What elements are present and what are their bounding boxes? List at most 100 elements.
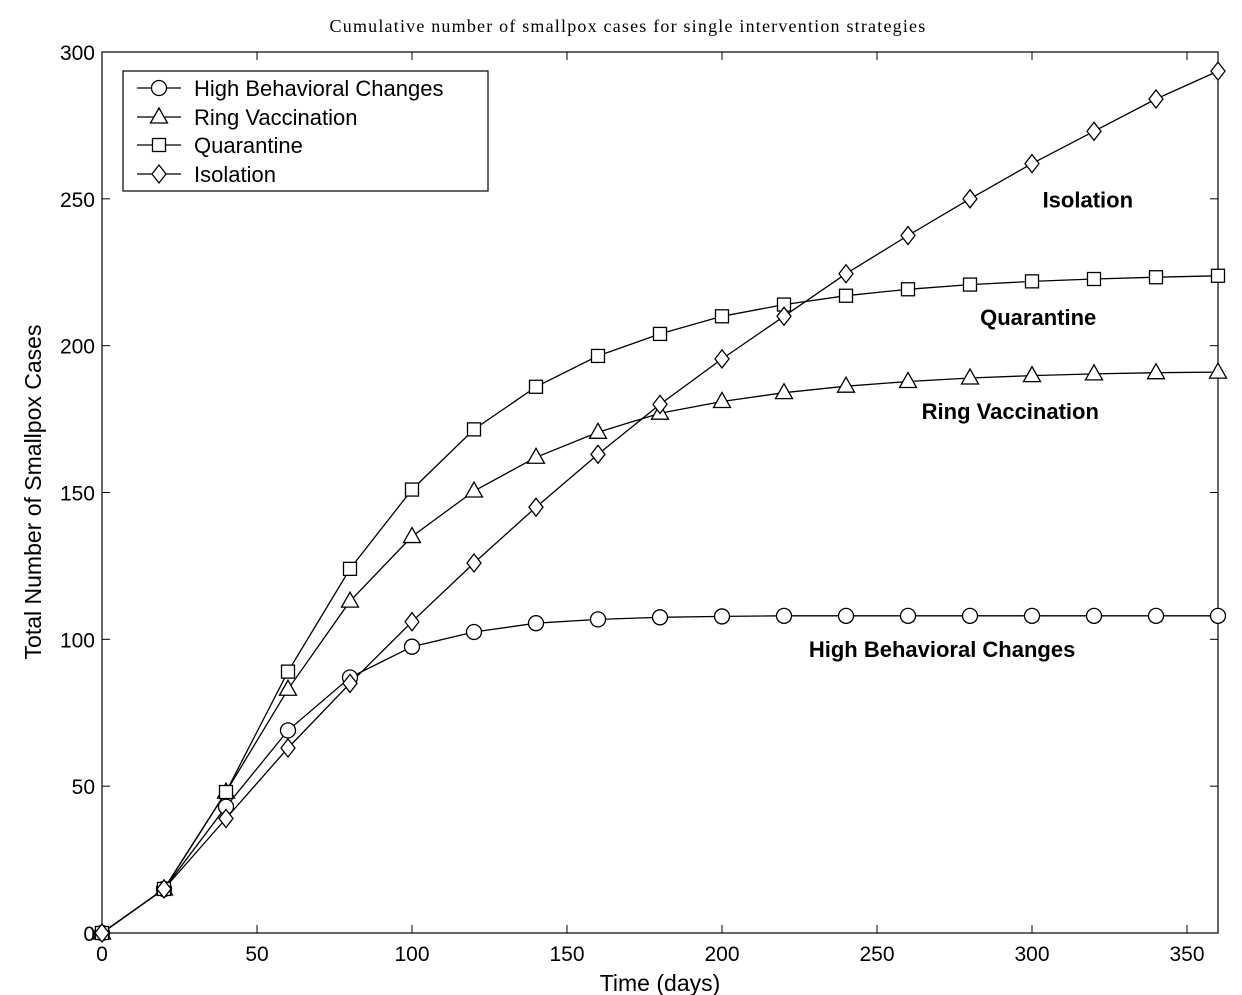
- series-markers-square: [94, 268, 1226, 941]
- x-tick-label: 350: [1169, 943, 1204, 966]
- data-point-triangle: [712, 391, 732, 409]
- data-point-circle: [1209, 607, 1227, 624]
- data-point-diamond: [962, 188, 978, 209]
- legend: High Behavioral Changes Ring Vaccination Q…: [122, 70, 489, 192]
- data-point-square: [466, 422, 482, 437]
- legend-box: [122, 70, 489, 192]
- legend-label: Isolation: [194, 162, 276, 187]
- data-point-triangle: [1022, 365, 1042, 383]
- data-point-square: [1086, 271, 1102, 287]
- data-point-square: [1024, 274, 1040, 289]
- legend-entries: High Behavioral Changes Ring Vaccination Q…: [137, 76, 444, 187]
- data-point-square: [404, 482, 420, 497]
- x-tick-label: 150: [549, 943, 584, 966]
- data-point-circle: [713, 608, 731, 625]
- x-tick-label: 200: [704, 943, 739, 966]
- data-point-circle: [1023, 607, 1041, 624]
- data-point-triangle: [526, 446, 546, 464]
- data-point-diamond: [280, 737, 296, 759]
- annotations: Isolation Quarantine Ring Vaccination High …: [809, 188, 1133, 662]
- data-point-square: [714, 309, 730, 324]
- chart-title: Cumulative number of smallpox cases for …: [330, 16, 927, 36]
- data-point-diamond: [1148, 88, 1164, 110]
- y-tick-label: 50: [72, 776, 95, 799]
- data-point-diamond: [590, 444, 606, 465]
- data-point-square: [280, 664, 296, 679]
- data-point-circle: [1147, 607, 1165, 624]
- data-point-diamond: [776, 306, 792, 327]
- data-point-diamond: [404, 611, 420, 632]
- data-point-diamond: [466, 552, 482, 574]
- series-markers-circle: [93, 607, 1227, 942]
- y-tick-label: 100: [60, 629, 95, 652]
- y-tick-label: 0: [83, 923, 95, 946]
- data-point-circle: [527, 615, 545, 632]
- data-point-diamond: [156, 878, 172, 900]
- x-tick-label: 250: [859, 943, 894, 966]
- data-point-circle: [279, 722, 297, 739]
- data-point-triangle: [898, 371, 918, 389]
- data-point-triangle: [774, 382, 794, 400]
- data-point-diamond: [94, 922, 110, 944]
- data-point-circle: [403, 638, 421, 655]
- data-point-triangle: [1208, 361, 1228, 379]
- data-point-square: [528, 379, 544, 394]
- legend-marker-triangle: [149, 106, 169, 124]
- data-point-square: [962, 277, 978, 292]
- x-axis-label: Time (days): [600, 970, 721, 995]
- data-point-circle: [775, 607, 793, 624]
- data-point-square: [1148, 270, 1164, 285]
- y-axis-label: Total Number of Smallpox Cases: [20, 325, 46, 660]
- legend-marker-diamond: [151, 163, 167, 185]
- x-tick-label: 0: [96, 943, 108, 966]
- legend-marker-square: [151, 137, 167, 153]
- data-point-triangle: [836, 375, 856, 393]
- data-point-square: [218, 784, 234, 800]
- data-point-circle: [899, 607, 917, 624]
- annotation-label: Ring Vaccination: [922, 399, 1099, 424]
- x-tick-label: 50: [245, 943, 268, 966]
- data-point-triangle: [278, 678, 298, 696]
- x-tick-label: 300: [1014, 943, 1049, 966]
- data-point-diamond: [342, 673, 358, 694]
- legend-label: High Behavioral Changes: [194, 76, 444, 101]
- legend-marker-circle: [150, 79, 168, 97]
- data-point-triangle: [402, 526, 422, 544]
- data-point-diamond: [900, 225, 916, 246]
- y-axis-ticks: 0 50 100 150 200 250 300: [60, 42, 1218, 946]
- data-point-circle: [1085, 607, 1103, 624]
- plot-area: [101, 51, 1219, 934]
- data-point-square: [652, 326, 668, 342]
- data-point-triangle: [588, 421, 608, 439]
- data-point-diamond: [1210, 61, 1226, 82]
- data-point-triangle: [340, 590, 360, 608]
- annotation-label: Isolation: [1043, 188, 1133, 213]
- data-point-triangle: [960, 367, 980, 385]
- legend-label: Ring Vaccination: [194, 105, 357, 130]
- legend-entry: Ring Vaccination: [137, 105, 357, 130]
- y-tick-label: 300: [60, 42, 95, 65]
- data-point-diamond: [652, 394, 668, 415]
- data-point-circle: [465, 623, 483, 641]
- data-point-circle: [589, 611, 607, 628]
- data-point-diamond: [1024, 153, 1040, 174]
- data-point-diamond: [1086, 121, 1102, 142]
- annotation-label: High Behavioral Changes: [809, 637, 1076, 662]
- data-point-square: [900, 282, 916, 297]
- data-point-square: [342, 561, 358, 577]
- legend-label: Quarantine: [194, 133, 303, 158]
- data-point-diamond: [838, 263, 854, 284]
- legend-entry: High Behavioral Changes: [137, 76, 444, 101]
- data-point-diamond: [714, 348, 730, 369]
- data-point-diamond: [528, 497, 544, 518]
- x-axis-ticks: 0 50 100 150 200 250 300 350: [96, 52, 1205, 966]
- data-point-square: [838, 288, 854, 303]
- y-tick-label: 250: [60, 189, 95, 212]
- legend-entry: Isolation: [137, 162, 276, 187]
- x-tick-label: 100: [394, 943, 429, 966]
- legend-entry: Quarantine: [137, 133, 303, 158]
- data-point-triangle: [1084, 363, 1104, 381]
- y-tick-label: 150: [60, 483, 95, 506]
- y-tick-label: 200: [60, 336, 95, 359]
